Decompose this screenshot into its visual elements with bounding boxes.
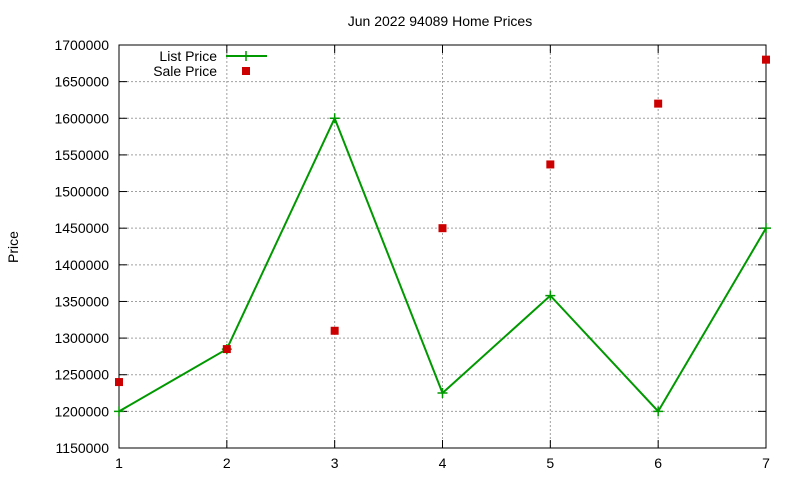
legend: List Price Sale Price — [153, 48, 267, 79]
y-tick-label: 1400000 — [54, 257, 109, 273]
x-tick-label: 6 — [654, 455, 662, 471]
list-price-point — [437, 388, 448, 399]
sale-price-point — [222, 345, 231, 354]
list-price-point — [545, 290, 556, 301]
y-tick-label: 1200000 — [54, 403, 109, 419]
x-tick-label: 3 — [331, 455, 339, 471]
y-axis-label: Price — [5, 231, 21, 263]
legend-marker-list-price — [241, 51, 251, 61]
sale-price-point — [654, 99, 663, 108]
series-layer — [114, 55, 771, 417]
axis-ticks: 1150000 1200000 1250000 1300000 1350000 14000… — [54, 37, 770, 471]
chart-title: Jun 2022 94089 Home Prices — [348, 13, 532, 29]
y-tick-label: 1650000 — [54, 74, 109, 90]
sale-price-point — [762, 55, 770, 64]
y-tick-label: 1700000 — [54, 37, 109, 53]
legend-label-sale-price: Sale Price — [153, 63, 217, 79]
sale-price-point — [330, 326, 339, 335]
list-price-point — [329, 113, 340, 124]
list-price-point — [114, 406, 124, 417]
grid-lines — [119, 45, 766, 448]
x-tick-label: 4 — [439, 455, 447, 471]
legend-marker-sale-price — [242, 67, 250, 75]
x-tick-label: 2 — [223, 455, 231, 471]
list-price-point — [653, 406, 664, 417]
sale-price-point — [438, 224, 447, 233]
x-tick-label: 1 — [115, 455, 123, 471]
y-tick-label: 1550000 — [54, 147, 109, 163]
x-tick-label: 7 — [762, 455, 770, 471]
y-tick-label: 1300000 — [54, 330, 109, 346]
legend-label-list-price: List Price — [159, 48, 217, 64]
y-tick-label: 1450000 — [54, 220, 109, 236]
sale-price-point — [546, 160, 555, 169]
y-tick-label: 1250000 — [54, 367, 109, 383]
y-tick-label: 1600000 — [54, 110, 109, 126]
y-tick-label: 1350000 — [54, 293, 109, 309]
sale-price-point — [115, 378, 123, 387]
list-price-point — [761, 223, 771, 234]
x-tick-label: 5 — [546, 455, 554, 471]
y-tick-label: 1500000 — [54, 184, 109, 200]
y-tick-label: 1150000 — [56, 440, 110, 456]
